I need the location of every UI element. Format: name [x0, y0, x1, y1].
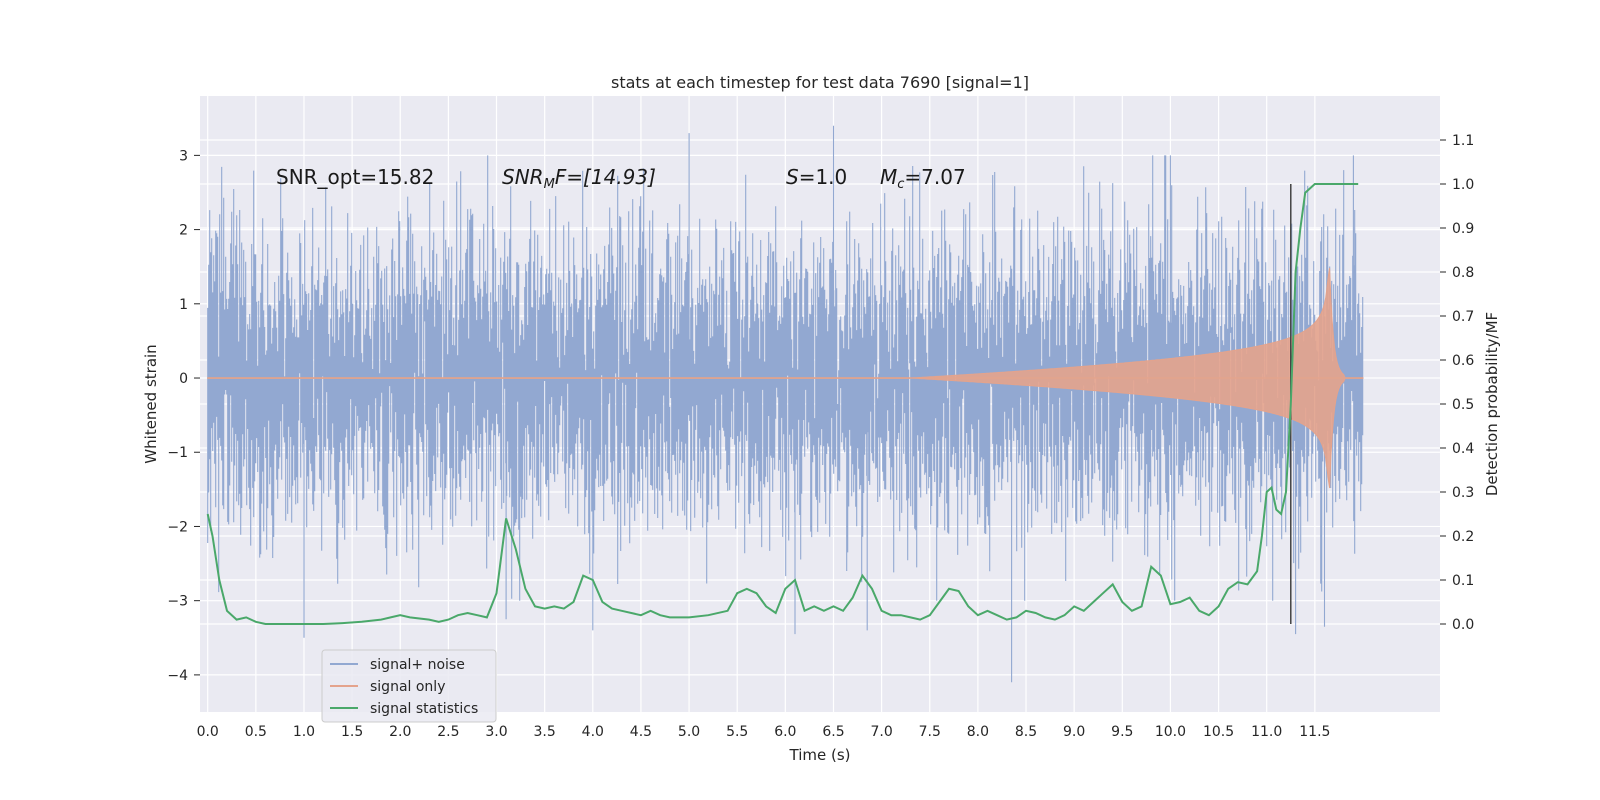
chart-title: stats at each timestep for test data 769…: [611, 73, 1029, 92]
signal-noise-trace: [207, 125, 1364, 683]
y-tick-label: −1: [167, 445, 188, 461]
annotation-s-main: S: [786, 165, 799, 189]
annotation-snr-mf-main: SNR: [502, 165, 544, 189]
annotation-s-rest: =1.0: [799, 165, 848, 189]
x-tick-label: 11.5: [1299, 724, 1330, 740]
annotation-mc: Mc=7.07: [880, 165, 966, 192]
annotation-mc-rest: =7.07: [904, 165, 965, 189]
x-tick-label: 11.0: [1251, 724, 1282, 740]
y2-tick-label: 0.1: [1452, 573, 1474, 589]
y2-tick-label: 0.2: [1452, 529, 1474, 545]
y2-tick-label: 0.7: [1452, 309, 1474, 325]
signal-statistics-line: [206, 183, 1359, 625]
legend-label-signal-only: signal only: [370, 679, 445, 695]
x-tick-label: 7.0: [870, 724, 892, 740]
annotation-snr-mf-rest: F=[14.93]: [555, 165, 656, 189]
y-axis-ticks: −4 −3 −2 −1 0 1 2 3: [167, 148, 200, 684]
y-tick-label: 1: [179, 297, 188, 313]
y-tick-label: 3: [179, 148, 188, 164]
signal-noise-series: [207, 125, 1364, 683]
annotation-mc-main: M: [880, 165, 897, 189]
x-tick-label: 4.0: [582, 724, 604, 740]
y-tick-label: −2: [167, 519, 188, 535]
x-tick-label: 4.5: [630, 724, 652, 740]
x-tick-label: 8.0: [967, 724, 989, 740]
x-tick-label: 9.5: [1111, 724, 1133, 740]
x-tick-label: 7.5: [919, 724, 941, 740]
x-tick-label: 0.5: [245, 724, 267, 740]
x-tick-label: 2.5: [437, 724, 459, 740]
annotation-s: S=1.0: [786, 165, 847, 189]
x-tick-label: 5.5: [726, 724, 748, 740]
x-tick-label: 10.0: [1155, 724, 1186, 740]
x-tick-label: 3.5: [534, 724, 556, 740]
annotation-snr-mf-sub: M: [544, 177, 555, 192]
x-axis-ticks: 0.0 0.5 1.0 1.5 2.0 2.5 3.0 3.5 4.0 4.5 5.0 5.5 6.0 6…: [197, 724, 1331, 740]
x-tick-label: 9.0: [1063, 724, 1085, 740]
x-tick-label: 5.0: [678, 724, 700, 740]
x-tick-label: 1.5: [341, 724, 363, 740]
legend: signal+ noise signal only signal statist…: [321, 649, 497, 723]
annotation-snr-opt: SNR_opt=15.82: [276, 165, 434, 189]
y2-tick-label: 1.1: [1452, 133, 1474, 149]
y2-tick-label: 1.0: [1452, 177, 1474, 193]
x-tick-label: 0.0: [197, 724, 219, 740]
y2-tick-label: 0.4: [1452, 441, 1474, 457]
annotation-mc-sub: c: [897, 177, 904, 192]
x-tick-label: 3.0: [485, 724, 507, 740]
x-tick-label: 1.0: [293, 724, 315, 740]
signal-only-series: [207, 267, 1364, 489]
x-axis-label: Time (s): [789, 746, 851, 764]
y2-axis-ticks: 0.0 0.1 0.2 0.3 0.4 0.5 0.6 0.7 0.8 0.9 1.0 1.1: [1440, 133, 1474, 633]
y2-tick-label: 0.5: [1452, 397, 1474, 413]
legend-label-signal-statistics: signal statistics: [370, 701, 478, 717]
x-tick-label: 2.0: [389, 724, 411, 740]
legend-label-signal-noise: signal+ noise: [370, 657, 465, 673]
y2-tick-label: 0.9: [1452, 221, 1474, 237]
y-tick-label: 2: [179, 223, 188, 239]
legend-box: [321, 649, 497, 723]
y2-tick-label: 0.8: [1452, 265, 1474, 281]
y2-tick-label: 0.3: [1452, 485, 1474, 501]
x-tick-label: 6.5: [822, 724, 844, 740]
y-tick-label: −3: [167, 594, 188, 610]
y-tick-label: −4: [167, 668, 188, 684]
y2-tick-label: 0.6: [1452, 353, 1474, 369]
y2-tick-label: 0.0: [1452, 617, 1474, 633]
annotation-snr-mf: SNRMF=[14.93]: [502, 165, 656, 192]
y2-axis-label: Detection probability/MF: [1483, 312, 1501, 496]
x-tick-label: 10.5: [1203, 724, 1234, 740]
x-tick-label: 6.0: [774, 724, 796, 740]
x-tick-label: 8.5: [1015, 724, 1037, 740]
y-tick-label: 0: [179, 371, 188, 387]
y-axis-label: Whitened strain: [142, 344, 160, 463]
